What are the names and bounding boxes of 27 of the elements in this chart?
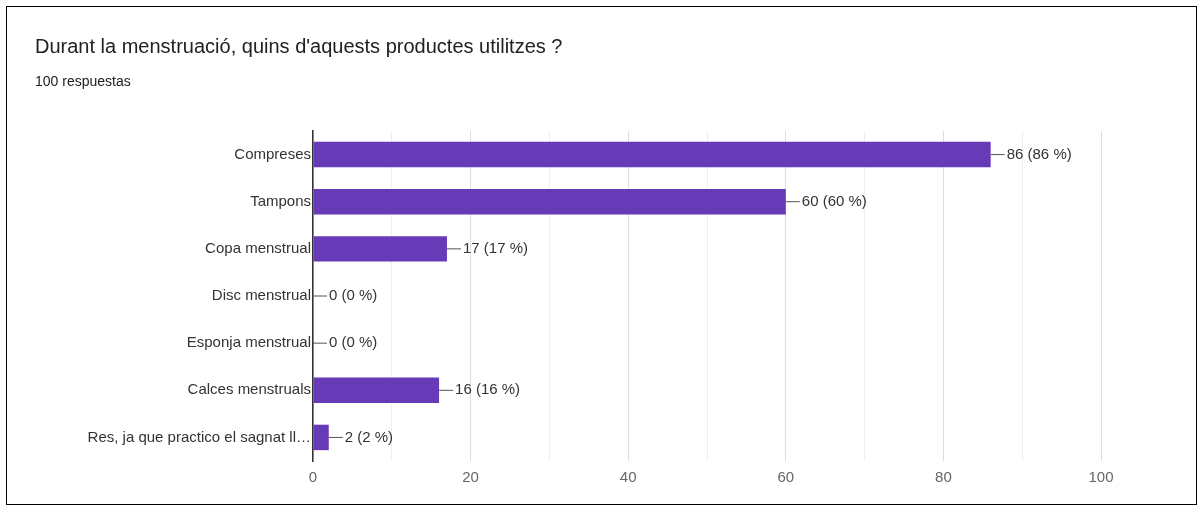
x-tick-label: 20 [462, 468, 479, 486]
data-label: 0 (0 %) [329, 333, 378, 351]
bar [313, 141, 991, 168]
y-tick-label: Copa menstrual [205, 239, 311, 256]
x-tick-label: 0 [308, 468, 318, 486]
y-tick-label: Res, ja que practico el sagnat ll… [87, 427, 311, 445]
bar [313, 236, 447, 262]
y-tick-label: Disc menstrual [211, 286, 311, 304]
y-tick-label: Tampons [250, 191, 311, 209]
y-tick-label: Calces menstruals [187, 380, 311, 398]
y-tick-label: Esponja menstrual [186, 333, 311, 351]
x-tick-label: 80 [935, 468, 952, 486]
text: 100 respuestas [35, 73, 131, 89]
data-label: 2 (2 %) [344, 427, 394, 445]
x-tick-label: 40 [619, 468, 637, 486]
data-label: 60 (60 %) [801, 191, 867, 209]
bar [313, 188, 786, 215]
data-label: 0 (0 %) [329, 286, 378, 304]
x-tick-label: 60 [777, 468, 795, 486]
chart-title: Durant la menstruació, quins d'aquests productes utilitzes ? [35, 35, 563, 58]
y-tick-label: Compreses [234, 144, 311, 162]
bar [313, 377, 440, 404]
bar [313, 424, 329, 451]
data-label: 86 (86 %) [1006, 144, 1072, 162]
data-label: 16 (16 %) [455, 380, 521, 398]
x-tick-label: 100 [1088, 468, 1114, 486]
data-label: 17 (17 %) [462, 239, 529, 256]
